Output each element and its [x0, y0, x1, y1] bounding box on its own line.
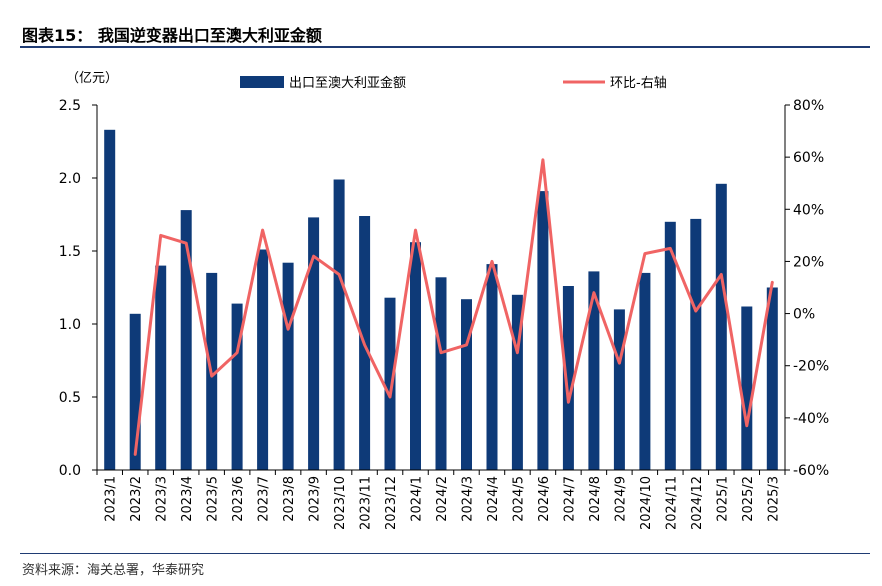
y-left-tick-label: 0.0	[59, 463, 81, 479]
title-rule	[20, 46, 870, 48]
x-tick-label: 2024/2	[435, 476, 450, 522]
y-right-tick-label: -20%	[793, 359, 829, 375]
legend-bar-label: 出口至澳大利亚金额	[289, 75, 406, 91]
line-series-path	[133, 158, 774, 456]
x-tick-label: 2023/11	[359, 476, 374, 530]
bar	[410, 242, 421, 470]
bar	[461, 299, 472, 470]
bar	[639, 272, 651, 470]
y-left-unit-label: （亿元）	[66, 71, 118, 86]
x-tick-label: 2023/3	[155, 476, 170, 522]
bar	[282, 262, 294, 470]
y-left-tick-label: 2.5	[59, 98, 81, 114]
x-tick-label: 2023/8	[282, 476, 297, 522]
bar	[588, 271, 600, 470]
x-tick-label: 2025/3	[766, 476, 781, 522]
x-tick-label: 2023/1	[104, 476, 119, 522]
bar	[308, 217, 320, 470]
x-tick-label: 2024/12	[690, 476, 705, 530]
bar	[155, 265, 167, 470]
y-right-tick-label: -40%	[793, 411, 829, 427]
x-tick-label: 2023/5	[206, 476, 221, 522]
bar	[690, 218, 702, 470]
title-bar: 图表15： 我国逆变器出口至澳大利亚金额	[0, 0, 882, 48]
y-right-tick-label: 0%	[793, 307, 815, 323]
legend-bar-swatch	[240, 76, 284, 88]
bar	[741, 306, 753, 470]
bar	[766, 287, 778, 470]
bar	[129, 313, 141, 470]
x-tick-label: 2024/4	[486, 476, 501, 522]
bar	[333, 179, 345, 470]
y-left-tick-label: 1.0	[59, 317, 81, 333]
x-tick-label: 2024/5	[511, 476, 526, 522]
legend-line-label: 环比-右轴	[610, 76, 667, 91]
y-right-tick-label: 60%	[793, 150, 824, 166]
x-tick-label: 2025/2	[741, 476, 756, 522]
y-right-tick-label: 80%	[793, 98, 824, 114]
chart-legend: 出口至澳大利亚金额 环比-右轴	[240, 75, 667, 91]
footer-rule	[20, 553, 870, 554]
bar	[384, 297, 396, 470]
y-left-tick-label: 0.5	[59, 390, 81, 406]
x-tick-label: 2024/9	[613, 476, 628, 522]
bar	[715, 183, 727, 471]
bar-series	[104, 129, 778, 471]
bar	[231, 303, 243, 470]
bar	[257, 249, 269, 470]
y-right-tick-label: 40%	[793, 202, 824, 218]
x-tick-label: 2023/9	[308, 476, 323, 522]
y-left-tick-label: 1.5	[59, 244, 81, 260]
x-tick-label: 2024/10	[639, 476, 654, 530]
x-tick-label: 2024/7	[562, 476, 577, 522]
x-tick-label: 2024/6	[537, 476, 552, 522]
x-tick-label: 2023/2	[129, 476, 144, 522]
source-note: 资料来源：海关总署，华泰研究	[22, 563, 205, 578]
y-right-tick-label: -60%	[793, 463, 829, 479]
chart-axes: 0.0 0.5 1.0 1.5 2.0 2.5 -60% -40% -20% 0% 20% 40% 60…	[59, 71, 829, 530]
bar	[486, 264, 498, 470]
bar	[511, 294, 523, 470]
bar	[180, 210, 192, 470]
y-left-tick-label: 2.0	[59, 171, 81, 187]
x-tick-label: 2023/4	[180, 476, 195, 522]
y-right-tick-label: 20%	[793, 254, 824, 270]
x-tick-label: 2023/6	[231, 476, 246, 522]
bar	[104, 129, 116, 471]
bar	[562, 286, 574, 470]
x-tick-label: 2024/3	[461, 476, 476, 522]
figure-title: 图表15： 我国逆变器出口至澳大利亚金额	[22, 26, 322, 45]
x-tick-label: 2025/1	[715, 476, 730, 522]
x-tick-label: 2024/1	[410, 476, 425, 522]
bar	[537, 191, 549, 470]
x-tick-label: 2024/11	[664, 476, 679, 530]
bar	[664, 221, 676, 470]
x-tick-label: 2023/12	[384, 476, 399, 530]
x-tick-label: 2023/7	[257, 476, 272, 522]
x-tick-label: 2023/10	[333, 476, 348, 530]
bar	[435, 277, 447, 470]
bar	[613, 309, 625, 470]
line-series	[133, 158, 774, 456]
x-tick-label: 2024/8	[588, 476, 603, 522]
